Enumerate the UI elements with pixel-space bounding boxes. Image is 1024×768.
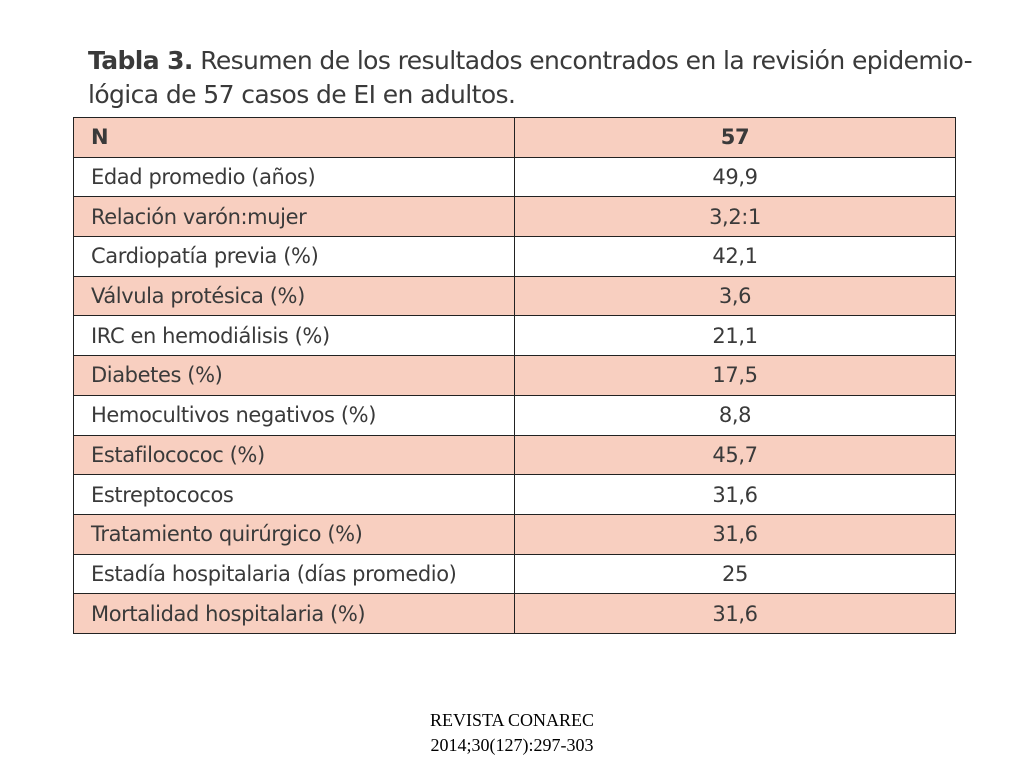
table-row: Válvula protésica (%) 3,6 [73,275,956,317]
row-value: 45,7 [514,434,956,476]
row-value: 31,6 [514,474,956,515]
table-row: Estafilocococ (%) 45,7 [73,434,956,476]
table-row: Estreptococos 31,6 [73,474,956,515]
row-label: N [73,117,515,158]
row-label: Tratamiento quirúrgico (%) [73,513,515,555]
table-row: Hemocultivos negativos (%) 8,8 [73,394,956,436]
footer-line: REVISTA CONAREC [429,710,595,730]
row-value: 31,6 [514,593,956,634]
table-row: Diabetes (%) 17,5 [73,355,956,396]
table-row: Cardiopatía previa (%) 42,1 [73,236,956,277]
row-label: IRC en hemodiálisis (%) [73,315,515,357]
title-line: Resumen de los resultados encontrados en… [200,46,973,75]
footer: REVISTA CONAREC 2014;30(127):297-303 [312,708,712,758]
row-value: 21,1 [514,315,956,357]
row-label: Válvula protésica (%) [73,275,515,317]
title-line: lógica de 57 casos de EI en adultos. [88,80,516,109]
row-label: Estadía hospitalaria (días promedio) [73,553,515,595]
table-row: Mortalidad hospitalaria (%) 31,6 [73,593,956,634]
table-title: Tabla 3. Resumen de los resultados encon… [88,44,988,112]
row-label: Estreptococos [73,474,515,515]
table-row: Edad promedio (años) 49,9 [73,156,956,198]
table-row: Tratamiento quirúrgico (%) 31,6 [73,513,956,555]
row-value: 17,5 [514,355,956,396]
header-row: N 57 [73,117,956,158]
table-row: Relación varón:mujer 3,2:1 [73,196,956,238]
row-value: 3,2:1 [514,196,956,238]
row-value: 42,1 [514,236,956,277]
row-value: 57 [514,117,956,158]
footer-line: 2014;30(127):297-303 [430,735,594,755]
row-label: Relación varón:mujer [73,196,515,238]
row-value: 25 [514,553,956,595]
row-value: 49,9 [514,156,956,198]
data-table: N 57 Edad promedio (años) 49,9 Relación varó… [73,117,956,634]
row-label: Hemocultivos negativos (%) [73,394,515,436]
table-row: Estadía hospitalaria (días promedio) 25 [73,553,956,595]
row-value: 8,8 [514,394,956,436]
title-label: Tabla 3. [88,46,193,75]
row-label: Estafilocococ (%) [73,434,515,476]
row-value: 31,6 [514,513,956,555]
row-label: Edad promedio (años) [73,156,515,198]
row-label: Mortalidad hospitalaria (%) [73,593,515,634]
row-value: 3,6 [514,275,956,317]
row-label: Diabetes (%) [73,355,515,396]
table-row: IRC en hemodiálisis (%) 21,1 [73,315,956,357]
row-label: Cardiopatía previa (%) [73,236,515,277]
